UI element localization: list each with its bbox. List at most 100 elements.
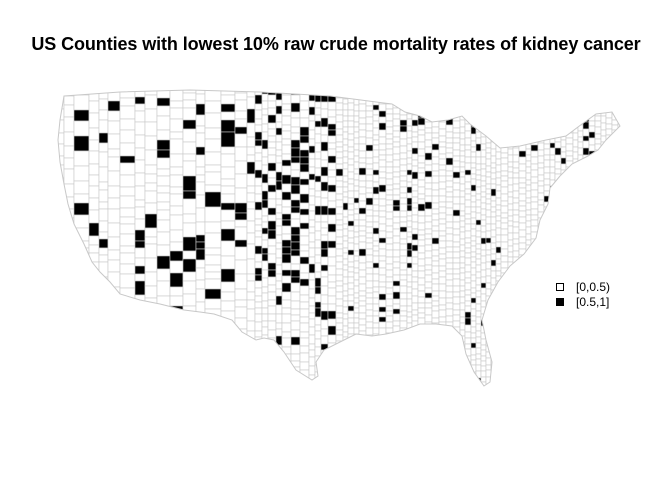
county-cell [617,355,620,363]
county-cell [543,218,551,225]
county-cell [275,280,283,290]
county-cell [358,290,367,297]
county-cell [365,346,374,353]
county-cell [605,123,613,130]
county-cell [475,219,482,226]
county-cell [392,332,401,340]
county-cell [372,291,380,299]
county-cell [530,309,539,317]
county-cell [335,186,344,195]
county-cell [358,269,367,278]
county-cell [73,321,90,336]
county-cell [464,213,472,220]
county-cell [445,291,454,299]
county-cell [600,355,607,362]
county-cell [617,157,620,166]
county-cell [500,212,509,219]
county-cell [365,116,374,125]
county-cell [424,110,433,117]
county-cell [411,103,419,110]
county-cell [572,132,579,141]
county-cell [500,200,509,207]
county-cell [372,303,380,312]
county-cell [327,310,337,320]
county-cell [464,123,472,132]
county-cell [577,354,584,363]
county-cell [281,362,292,373]
county-cell [589,389,595,394]
county-cell [234,187,248,204]
county-cell [464,130,472,139]
county-cell [417,105,426,112]
county-cell [594,104,602,111]
county-cell [119,186,136,197]
county-cell [320,234,329,242]
county-cell [299,352,310,363]
county-cell [261,148,269,158]
county-cell [459,203,466,212]
county-cell [617,305,620,312]
county-cell [512,381,520,386]
county-cell [327,367,337,377]
county-cell [246,232,256,245]
county-cell [275,90,283,93]
county-cell [600,269,607,278]
county-cell [518,342,527,350]
county-cell [406,97,413,104]
county-cell [358,318,367,326]
county-cell [399,238,408,245]
county-cell [452,333,461,342]
county-cell [617,108,620,117]
county-cell [88,185,100,199]
county-cell [577,385,584,386]
county-cell [537,330,545,337]
county-cell [254,350,263,361]
county-cell [507,126,514,134]
county-cell [424,302,433,309]
county-cell [537,381,545,386]
county-cell [327,207,337,216]
county-cell [452,160,461,168]
county-cell [365,377,374,385]
county-cell [431,107,440,115]
county-cell [372,240,380,247]
county-cell [432,390,439,396]
county-cell [119,174,136,188]
county-cell [299,202,310,210]
county-cell [617,209,620,218]
county-cell [411,263,419,272]
county-cell [424,103,433,112]
county-cell [605,103,613,112]
county-cell [156,175,171,187]
county-cell [281,253,292,264]
county-cell [594,167,602,175]
county-cell [98,238,109,249]
county-cell [267,320,277,331]
county-cell [490,270,497,279]
county-cell [565,313,574,320]
county-cell [490,334,497,342]
county-cell [452,228,461,236]
county-cell [308,256,316,265]
county-cell [234,340,248,355]
county-cell [399,180,408,188]
county-cell [452,375,461,383]
county-cell [365,315,374,323]
county-cell [392,90,401,92]
county-cell [594,271,602,280]
county-cell [605,213,613,220]
county-cell [417,117,426,126]
county-cell [418,389,425,396]
county-cell [169,131,184,140]
county-cell [299,135,310,144]
county-cell [490,178,497,185]
county-cell [63,313,75,329]
county-cell [119,372,136,381]
county-cell [475,179,482,188]
county-cell [417,95,426,102]
county-cell [525,184,532,192]
county-cell [452,357,461,365]
county-cell [88,127,100,141]
county-cell [588,103,596,110]
county-cell [195,259,206,269]
